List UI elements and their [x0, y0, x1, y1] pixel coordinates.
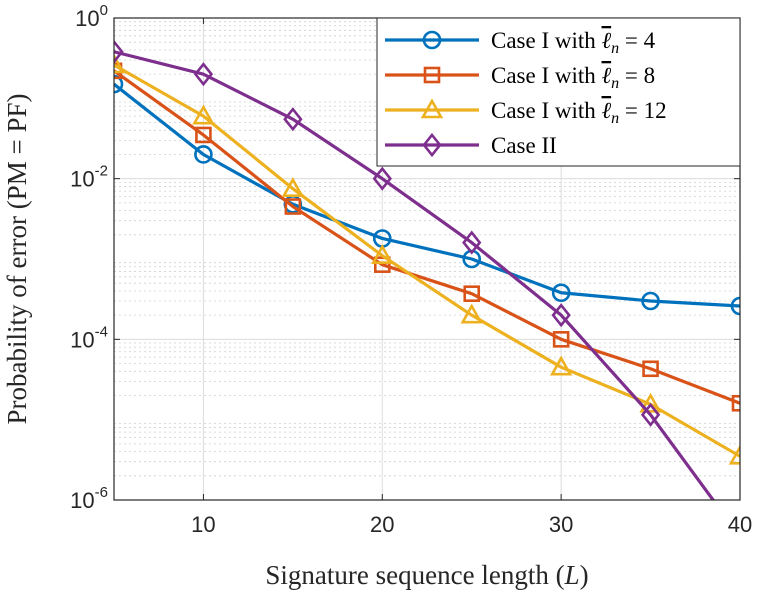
series-2-point	[463, 285, 481, 302]
series-3-point	[371, 244, 394, 264]
legend-label: Case I with ℓn = 8	[491, 63, 655, 92]
x-tick-label: 20	[370, 512, 394, 537]
legend-marker	[420, 98, 444, 119]
y-axis-label: Probability of error (PM = PF)	[2, 94, 32, 425]
legend-label: Case I with ℓn = 4	[491, 28, 656, 57]
legend: Case I with ℓn = 4 Case I with ℓn = 8 Case…	[376, 17, 741, 167]
y-tick-label: 10-4	[70, 323, 108, 352]
series-1-point	[114, 74, 124, 94]
series-3-point	[639, 392, 662, 413]
legend-marker	[422, 30, 442, 50]
x-tick-label: 30	[549, 512, 573, 537]
series-1-point	[641, 291, 660, 311]
series-2-point	[284, 198, 302, 215]
legend-marker	[423, 66, 441, 84]
series-2-point	[552, 331, 570, 348]
tick-labels: 10 20 30 40 10-6 10-4 10-2 100	[70, 2, 752, 537]
y-tick-label: 10-2	[70, 163, 108, 192]
x-tick-label: 40	[728, 512, 752, 537]
series-2-point	[731, 394, 740, 412]
series-4-point	[551, 303, 571, 328]
legend-marker	[422, 132, 442, 158]
series-4-point	[372, 166, 392, 191]
legend-entry-2: Case I with ℓn = 8	[385, 63, 655, 92]
series-4	[114, 39, 716, 500]
series-2-point	[373, 256, 391, 273]
series-2-point	[642, 360, 659, 378]
series-3-point	[281, 177, 305, 198]
series-4-point	[462, 230, 482, 255]
legend-entry-3: Case I with ℓn = 12	[385, 98, 667, 127]
series-4-point	[640, 402, 661, 427]
series-1-line	[114, 82, 740, 308]
series-3-point	[549, 355, 573, 376]
series-1-point	[551, 283, 571, 303]
series-4-line	[114, 50, 716, 500]
series-3-point	[114, 53, 126, 74]
series-3-point	[460, 303, 483, 324]
series-1-point	[194, 145, 213, 164]
x-tick-label: 10	[191, 512, 215, 537]
series-4-point	[114, 39, 124, 64]
legend-entry-4: Case II	[385, 132, 557, 158]
series-2-point	[195, 126, 212, 144]
y-tick-label: 10-6	[70, 484, 108, 513]
legend-entry-1: Case I with ℓn = 4	[385, 28, 656, 57]
series-4-point	[283, 107, 303, 132]
series-1-point	[730, 296, 740, 316]
legend-label: Case I with ℓn = 12	[491, 98, 667, 127]
series-lines	[114, 39, 740, 500]
series-3-point	[192, 104, 215, 125]
y-tick-label: 100	[75, 2, 108, 31]
series-2-line	[114, 69, 740, 405]
series-4-point	[193, 62, 214, 87]
series-3-point	[728, 444, 740, 465]
legend-label: Case II	[491, 133, 557, 158]
x-axis-label: Signature sequence length (L)	[265, 560, 588, 590]
